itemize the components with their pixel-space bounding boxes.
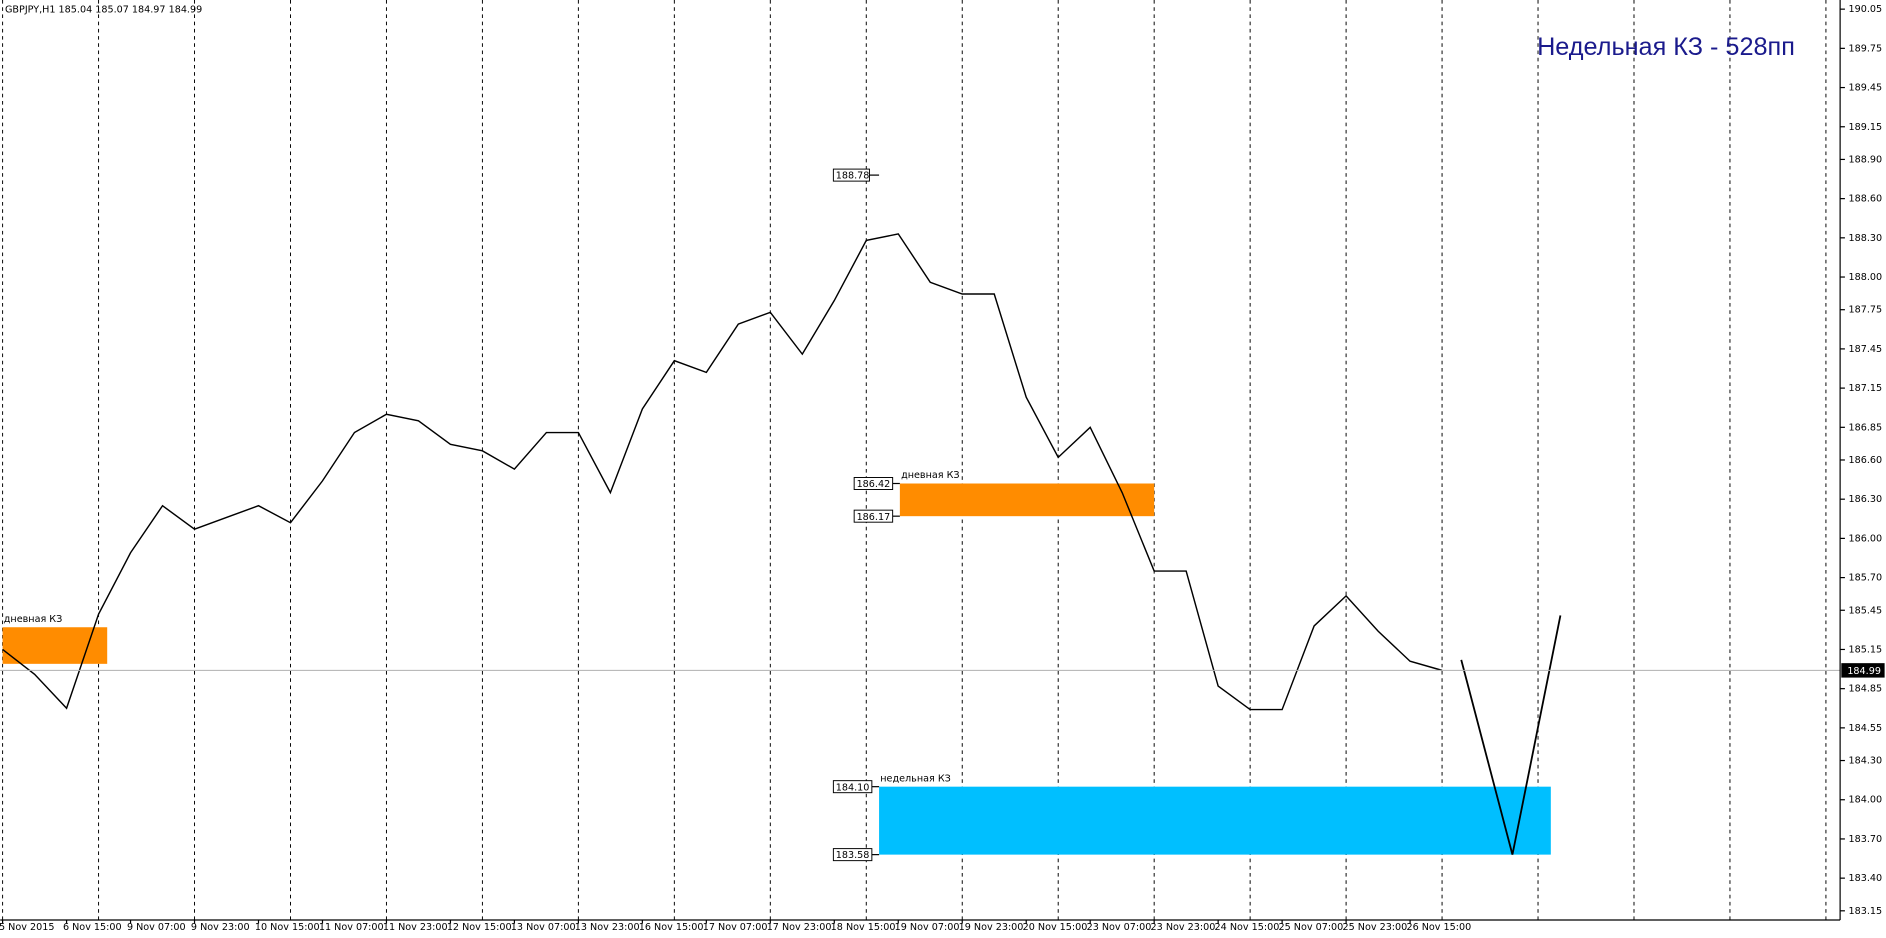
price-label-box <box>832 848 873 862</box>
x-tick-label: 17 Nov 07:00 <box>703 922 768 933</box>
y-tick-label: 183.40 <box>1849 873 1883 884</box>
current-price-box <box>1841 663 1885 678</box>
current-price-label: 184.99 <box>1847 666 1881 677</box>
plot: дневная КЗ дневная КЗ 186.42 186.17 недельна… <box>0 0 1841 920</box>
price-label-box <box>853 509 894 523</box>
y-tick-label: 186.85 <box>1849 422 1883 433</box>
y-tick-label: 188.30 <box>1849 233 1883 244</box>
chart-header: GBPJPY,H1 185.04 185.07 184.97 184.99 <box>5 5 202 16</box>
y-tick-label: 183.15 <box>1849 906 1883 917</box>
y-tick-label: 187.75 <box>1849 305 1883 316</box>
y-tick-label: 188.90 <box>1849 154 1883 165</box>
y-tick-label: 185.70 <box>1849 573 1883 584</box>
price-label-box <box>853 477 894 490</box>
y-tick-label: 188.00 <box>1849 272 1883 283</box>
x-tick-label: 18 Nov 15:00 <box>831 922 896 933</box>
x-tick-label: 11 Nov 23:00 <box>383 922 448 933</box>
price-label-box <box>832 780 873 794</box>
x-tick-label: 6 Nov 15:00 <box>63 922 122 933</box>
x-tick-label: 11 Nov 07:00 <box>319 922 384 933</box>
zone <box>879 786 1551 855</box>
x-tick-label: 25 Nov 23:00 <box>1342 922 1407 933</box>
y-tick-label: 189.45 <box>1849 83 1883 94</box>
x-tick-label: 24 Nov 15:00 <box>1215 922 1280 933</box>
y-tick-label: 187.45 <box>1849 344 1883 355</box>
x-tick-label: 13 Nov 07:00 <box>511 922 576 933</box>
y-tick-label: 186.60 <box>1849 455 1883 466</box>
price-label: 186.17 <box>857 512 891 523</box>
price-label: 186.42 <box>857 479 891 490</box>
zone-label: недельная КЗ <box>880 773 951 784</box>
y-tick-label: 185.15 <box>1849 644 1883 655</box>
y-tick-label: 188.60 <box>1849 194 1883 205</box>
y-tick-label: 184.55 <box>1849 723 1883 734</box>
x-tick-label: 12 Nov 15:00 <box>447 922 512 933</box>
x-tick-label: 13 Nov 23:00 <box>575 922 640 933</box>
y-tick-label: 184.85 <box>1849 684 1883 695</box>
y-tick-label: 189.15 <box>1849 122 1883 133</box>
zone-label: дневная КЗ <box>901 470 960 481</box>
y-tick-label: 184.30 <box>1849 756 1883 767</box>
x-tick-label: 9 Nov 23:00 <box>191 922 250 933</box>
y-tick-label: 186.00 <box>1849 533 1883 544</box>
y-tick-label: 187.15 <box>1849 383 1883 394</box>
x-tick-label: 10 Nov 15:00 <box>255 922 320 933</box>
x-tick-label: 23 Nov 07:00 <box>1087 922 1152 933</box>
y-tick-label: 190.05 <box>1849 4 1883 15</box>
high-label-box <box>832 168 870 182</box>
zone-label: дневная КЗ <box>4 614 62 625</box>
y-tick-label: 185.45 <box>1849 605 1883 616</box>
zone <box>2 627 108 664</box>
y-tick-label: 184.00 <box>1849 795 1883 806</box>
x-tick-label: 20 Nov 15:00 <box>1023 922 1088 933</box>
x-tick-label: 23 Nov 23:00 <box>1151 922 1216 933</box>
x-tick-label: 19 Nov 23:00 <box>959 922 1024 933</box>
y-tick-label: 189.75 <box>1849 43 1883 54</box>
x-tick-label: 19 Nov 07:00 <box>895 922 960 933</box>
x-tick-label: 26 Nov 15:00 <box>1406 922 1471 933</box>
x-tick-label: 25 Nov 07:00 <box>1279 922 1344 933</box>
annotation: Недельная КЗ - 528пп <box>1537 33 1795 61</box>
x-tick-label: 9 Nov 07:00 <box>127 922 186 933</box>
price-label: 183.58 <box>836 850 870 861</box>
x-tick-label: 16 Nov 15:00 <box>639 922 704 933</box>
x-tick-label: 5 Nov 2015 <box>0 922 54 933</box>
y-tick-label: 183.70 <box>1849 834 1883 845</box>
x-tick-label: 17 Nov 23:00 <box>767 922 832 933</box>
projection-line <box>1460 615 1562 855</box>
high-label: 188.78 <box>836 171 870 182</box>
y-tick-label: 186.30 <box>1849 494 1883 505</box>
zone <box>899 483 1155 517</box>
price-label: 184.10 <box>836 782 870 793</box>
price-line <box>2 233 1443 711</box>
